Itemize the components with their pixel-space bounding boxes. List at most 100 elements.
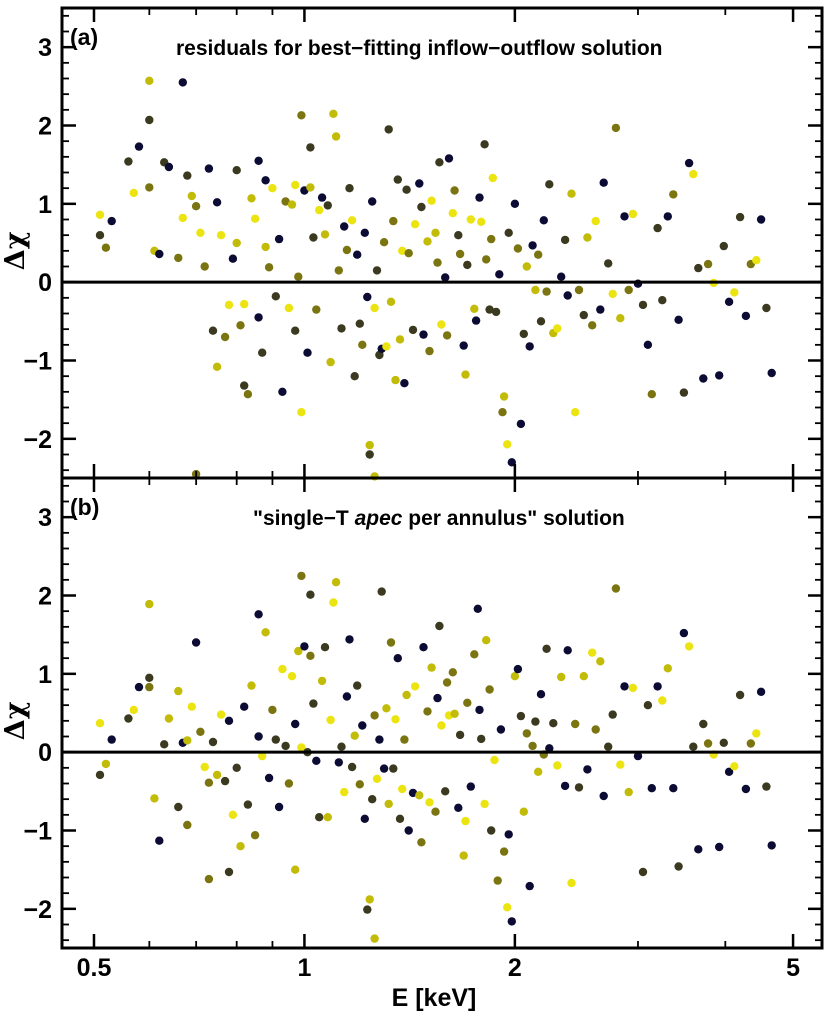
panel-b-point: [579, 672, 588, 681]
panel-a-point: [480, 140, 489, 149]
panel-b-point: [611, 584, 621, 593]
panel-b-point: [694, 845, 703, 854]
panel-a-point: [129, 188, 138, 198]
panel-b-point: [528, 741, 537, 751]
panel-b-point: [563, 646, 572, 655]
panel-b-point: [437, 721, 446, 730]
panel-a-point: [574, 285, 584, 295]
panel-b-point: [756, 687, 766, 696]
panel-b-point: [663, 664, 672, 673]
panel-b-point: [196, 727, 205, 736]
panel-b-point: [746, 739, 755, 748]
panel-a-point: [616, 314, 625, 323]
panel-a-point: [674, 315, 683, 324]
panel-a-point: [415, 179, 424, 188]
panel-a-point: [419, 330, 428, 339]
panel-a-point: [724, 297, 734, 306]
panel-b-point: [410, 682, 420, 691]
panel-b-point: [294, 646, 303, 656]
panel-a-point: [294, 272, 303, 281]
panel-a-point: [513, 244, 523, 253]
panel-b-point: [264, 773, 274, 783]
panel-b-point: [281, 741, 290, 751]
panel-a-point: [767, 368, 776, 378]
panel-b-point: [459, 851, 468, 860]
panel-a-point: [624, 285, 633, 295]
panel-a-point: [220, 332, 230, 342]
panel-b-point: [220, 776, 230, 786]
panel-a-point: [232, 238, 241, 248]
panel-b-point: [174, 686, 183, 696]
panel-b-point: [741, 784, 751, 794]
panel-b-point: [473, 604, 482, 613]
panel-a-point: [404, 249, 413, 258]
panel-a-y-axis-label: Δχ: [0, 231, 31, 270]
panel-a-point: [400, 379, 409, 388]
panel-a-point: [178, 213, 187, 223]
panel-a-point: [477, 217, 486, 226]
panel-a-point: [224, 300, 234, 310]
panel-b-y-tick-label: 0: [38, 739, 52, 767]
panel-b-point: [363, 905, 372, 914]
panel-b-point: [228, 810, 238, 819]
panel-a-point: [437, 320, 446, 329]
panel-b-point: [389, 764, 398, 773]
panel-a-point: [525, 342, 534, 351]
panel-b-point: [291, 865, 300, 874]
panel-b-point: [191, 638, 201, 647]
panel-b-title-suffix: per annulus" solution: [402, 507, 624, 530]
panel-b-point: [334, 758, 343, 767]
panel-b-point: [212, 770, 222, 780]
panel-a-point: [694, 263, 703, 273]
panel-b-point: [762, 782, 771, 791]
panel-b-point: [395, 814, 405, 823]
panel-a-point: [261, 176, 270, 185]
panel-b-point: [337, 742, 346, 751]
panel-a-point: [228, 254, 238, 263]
panel-a-point: [425, 346, 434, 356]
panel-b-point: [504, 830, 513, 839]
panel-b-point: [466, 782, 475, 791]
panel-b-point: [433, 693, 442, 703]
panel-a-ytick-labels: −2 −1 0 1 2 3: [23, 34, 52, 454]
panel-b-point: [427, 663, 436, 672]
panel-b-point: [689, 742, 698, 751]
panel-b-label: (b): [70, 494, 99, 520]
panel-b-point: [591, 725, 600, 734]
panel-a-point: [323, 201, 332, 210]
panel-b-point: [496, 725, 506, 734]
panel-b-point: [560, 781, 570, 791]
panel-b-point: [604, 742, 613, 751]
panel-a-point: [212, 362, 222, 371]
panel-a-point: [715, 371, 724, 380]
panel-b-point: [250, 831, 260, 840]
panel-b-point: [485, 685, 494, 694]
panel-b-point: [329, 598, 338, 607]
panel-a-point: [643, 340, 653, 349]
panel-b-point: [425, 798, 434, 807]
panel-a-point: [658, 296, 667, 305]
panel-a-point: [391, 375, 400, 385]
panel-a-y-tick-label: 0: [38, 269, 52, 297]
panel-a-point: [212, 198, 222, 207]
panel-b-frame: [60, 476, 824, 950]
panel-b-point: [490, 755, 499, 765]
panel-a-point: [417, 202, 426, 212]
panel-b-point: [703, 739, 713, 748]
panel-a-point: [485, 305, 494, 314]
panel-a-y-tick-label: −1: [23, 348, 52, 376]
panel-b-point: [379, 764, 389, 773]
panel-a-point: [287, 200, 297, 209]
panel-b-point: [254, 732, 263, 741]
panel-a-point: [756, 215, 766, 224]
panel-a-point: [382, 342, 391, 351]
panel-b-point: [150, 794, 159, 803]
panel-b-point: [599, 791, 608, 801]
panel-b-point: [549, 719, 558, 728]
panel-a-point: [306, 183, 315, 192]
panel-a-point: [386, 297, 396, 306]
panel-b-point: [624, 787, 633, 797]
panel-b-point: [542, 644, 551, 653]
panel-a-point: [433, 258, 442, 267]
panel-a-point: [461, 370, 470, 379]
